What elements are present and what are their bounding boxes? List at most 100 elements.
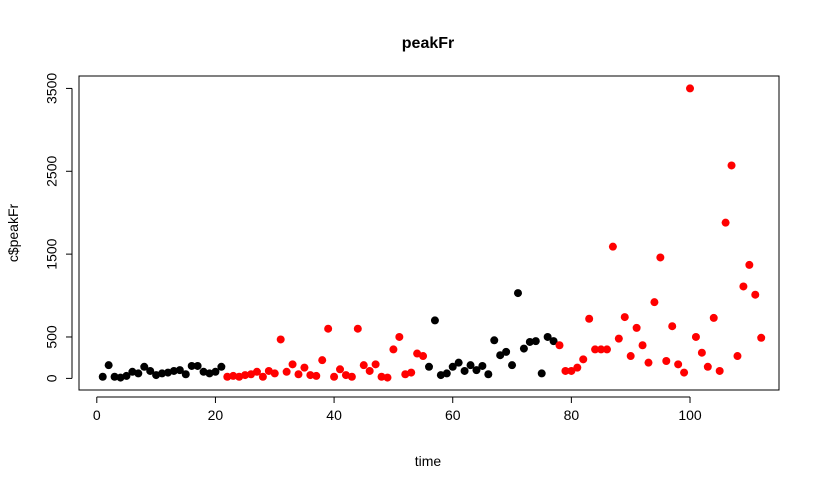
data-point-red xyxy=(691,332,700,341)
data-point-red xyxy=(757,333,766,342)
data-point-black xyxy=(496,351,505,360)
data-point-black xyxy=(460,366,469,375)
data-point-red xyxy=(632,323,641,332)
data-point-red xyxy=(709,313,718,322)
y-axis-label: c$peakFr xyxy=(5,203,21,262)
data-point-black xyxy=(158,369,167,378)
data-point-red xyxy=(674,360,683,369)
data-point-black xyxy=(543,332,552,341)
data-point-red xyxy=(680,368,689,377)
data-point-black xyxy=(490,336,499,345)
x-tick-label: 80 xyxy=(564,407,580,423)
data-point-black xyxy=(549,337,558,346)
data-point-black xyxy=(502,347,511,356)
data-point-red xyxy=(591,345,600,354)
data-point-red xyxy=(223,372,232,381)
data-point-red xyxy=(555,341,564,350)
data-point-red xyxy=(715,366,724,375)
data-point-black xyxy=(169,366,178,375)
data-point-black xyxy=(98,372,107,381)
data-point-black xyxy=(104,361,113,370)
data-point-black xyxy=(442,369,451,378)
data-point-red xyxy=(306,371,315,380)
plot-frame xyxy=(78,75,780,391)
y-tick-label: 0 xyxy=(44,374,60,382)
data-point-black xyxy=(122,371,131,380)
data-point-black xyxy=(134,369,143,378)
data-point-red xyxy=(330,372,339,381)
data-point-red xyxy=(353,324,362,333)
data-point-red xyxy=(312,371,321,380)
data-point-red xyxy=(258,372,267,381)
data-point-red xyxy=(282,367,291,376)
x-tick-label: 60 xyxy=(445,407,461,423)
data-point-red xyxy=(383,373,392,382)
x-tick-label: 40 xyxy=(326,407,342,423)
data-point-black xyxy=(472,366,481,375)
data-point-black xyxy=(425,362,433,371)
data-point-black xyxy=(525,337,534,346)
data-point-red xyxy=(579,355,588,364)
data-point-red xyxy=(650,298,659,307)
data-point-red xyxy=(727,161,736,170)
data-point-red xyxy=(686,84,695,93)
x-tick-label: 100 xyxy=(678,407,702,423)
data-point-red xyxy=(644,358,653,367)
data-point-red xyxy=(276,335,285,344)
data-point-red xyxy=(294,370,303,379)
data-point-red xyxy=(638,341,647,350)
data-point-black xyxy=(430,316,439,325)
data-point-black xyxy=(508,361,517,370)
data-point-black xyxy=(454,358,463,367)
data-point-black xyxy=(537,369,546,378)
x-tick-label: 20 xyxy=(208,407,224,423)
data-point-red xyxy=(318,356,327,365)
x-axis: 0 20 40 60 80 100 xyxy=(93,396,702,423)
data-point-black xyxy=(175,366,184,375)
data-point-red xyxy=(614,334,623,343)
y-tick-label: 500 xyxy=(44,325,60,349)
data-point-red xyxy=(721,218,730,227)
data-point-black xyxy=(519,344,528,353)
data-point-red xyxy=(626,352,635,361)
data-point-red xyxy=(620,313,629,322)
chart-title: peakFr xyxy=(402,35,454,52)
data-point-red xyxy=(668,322,677,331)
data-point-red xyxy=(241,371,250,380)
data-point-red xyxy=(229,371,238,380)
data-point-red xyxy=(395,332,404,341)
data-points xyxy=(98,84,766,382)
data-point-red xyxy=(336,365,345,374)
data-point-black xyxy=(217,362,226,371)
data-point-red xyxy=(602,345,611,354)
data-point-black xyxy=(193,361,202,370)
data-point-red xyxy=(703,362,712,371)
data-point-red xyxy=(656,253,665,262)
data-point-red xyxy=(733,352,742,361)
data-point-red xyxy=(697,348,706,357)
data-point-black xyxy=(110,372,119,381)
data-point-red xyxy=(567,366,576,375)
data-point-black xyxy=(531,337,540,346)
data-point-black xyxy=(181,370,190,379)
data-point-black xyxy=(140,362,149,371)
data-point-black xyxy=(478,361,487,370)
data-point-red xyxy=(751,290,760,299)
x-axis-label: time xyxy=(415,453,442,469)
data-point-red xyxy=(561,366,570,375)
data-point-black xyxy=(448,362,457,371)
data-point-black xyxy=(513,289,522,298)
data-point-red xyxy=(585,314,594,323)
data-point-red xyxy=(288,360,297,369)
data-point-black xyxy=(484,370,493,379)
data-point-red xyxy=(662,357,671,366)
data-point-red xyxy=(608,242,617,251)
data-point-black xyxy=(187,361,196,370)
data-point-red xyxy=(347,372,356,381)
y-tick-label: 2500 xyxy=(44,155,60,186)
data-point-red xyxy=(419,352,428,361)
data-point-red xyxy=(739,282,748,291)
data-point-red xyxy=(300,363,309,372)
data-point-red xyxy=(573,363,582,372)
